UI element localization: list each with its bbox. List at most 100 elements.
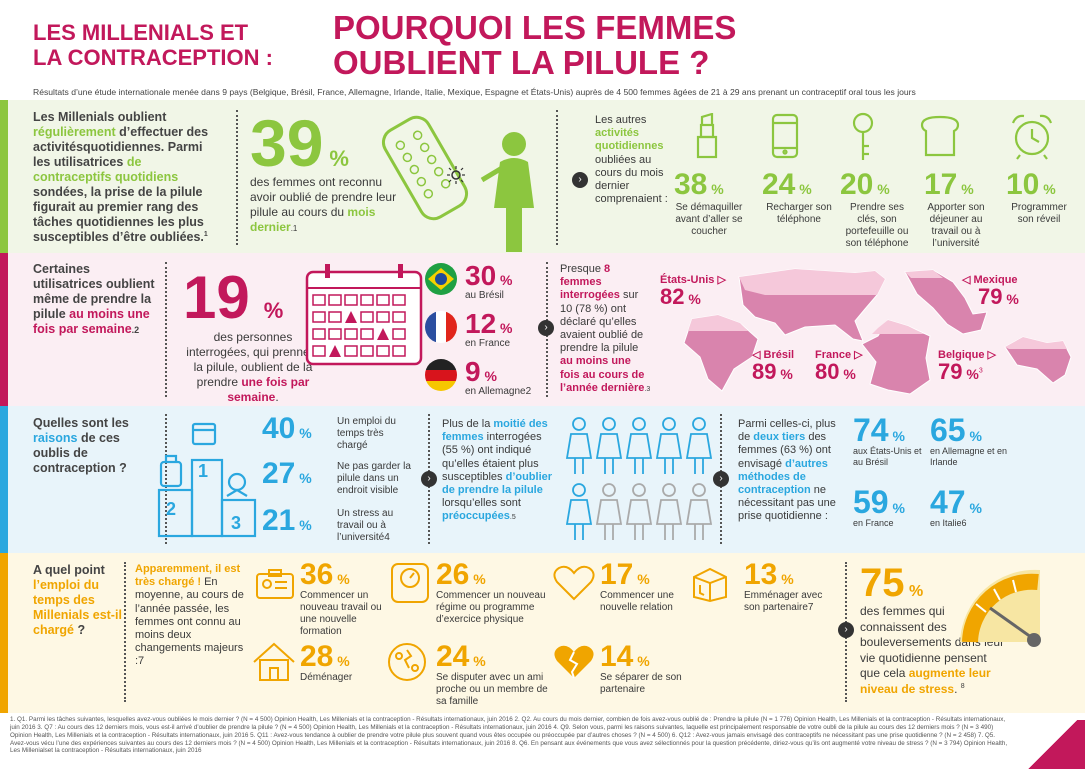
list-item: 36 % Commencer un nouveau travail ou une … bbox=[300, 558, 382, 638]
flag-germany-icon bbox=[425, 359, 457, 391]
footnotes: 1. Q1. Parmi les tâches suivantes, lesqu… bbox=[10, 716, 1008, 755]
section-3-accent bbox=[0, 406, 8, 553]
list-item: 74 % aux États-Unis et au Brésil bbox=[853, 412, 922, 467]
divider bbox=[165, 262, 167, 397]
mexico-map-icon bbox=[904, 269, 988, 335]
s2-mid-text: Presque 8 femmes interrogées sur 10 (78 … bbox=[560, 263, 651, 394]
heart-icon bbox=[553, 565, 595, 601]
divider bbox=[236, 110, 238, 245]
divider bbox=[165, 414, 167, 544]
women-group-icon bbox=[565, 417, 713, 540]
argument-icon bbox=[388, 643, 426, 681]
scale-icon bbox=[391, 563, 429, 603]
list-item: 24 % Se disputer avec un ami proche ou un… bbox=[436, 640, 548, 708]
arrow-right-icon: › bbox=[572, 172, 588, 188]
bread-icon bbox=[920, 115, 960, 157]
section-4-band bbox=[0, 553, 1085, 713]
main-title-line-2: OUBLIENT LA PILULE ? bbox=[333, 44, 710, 82]
list-item: 13 % Emménager avec son partenaire7 bbox=[744, 558, 823, 614]
map-label-belgium: Belgique ▷ 79 %3 bbox=[938, 349, 996, 384]
stress-gauge-icon bbox=[960, 569, 1041, 647]
list-item: 59 % en France bbox=[853, 484, 905, 528]
page-title: POURQUOI LES FEMMES OUBLIENT LA PILULE ? bbox=[333, 10, 1053, 81]
section-4-accent bbox=[0, 553, 8, 713]
s4-stat: 75 % bbox=[860, 561, 924, 605]
left-title-line-2: LA CONTRACEPTION : bbox=[33, 45, 273, 71]
house-icon bbox=[253, 642, 295, 681]
list-item: 40 % Un emploi du temps très chargé bbox=[262, 412, 396, 452]
s2-intro: Certaines utilisatrices oublient même de… bbox=[33, 262, 155, 336]
arrow-right-icon: › bbox=[421, 471, 437, 487]
map-label-france: France ▷ 80 % bbox=[815, 349, 863, 384]
phone-icon bbox=[771, 113, 799, 159]
section-1-accent bbox=[0, 100, 8, 253]
main-title-line-1: POURQUOI LES FEMMES bbox=[333, 9, 737, 46]
s2-stat: 19% bbox=[183, 264, 284, 331]
list-item: 28 % Déménager bbox=[300, 640, 353, 684]
broken-heart-icon bbox=[554, 645, 594, 679]
list-item: 9 % en Allemagne2 bbox=[465, 356, 532, 398]
corner-decoration bbox=[1020, 720, 1085, 769]
list-item: 17 % Apporter son déjeuner au travail ou … bbox=[924, 168, 985, 250]
divider bbox=[124, 562, 126, 702]
section-1-band bbox=[0, 100, 1085, 253]
woman-icon bbox=[480, 132, 534, 252]
list-item: 24 % Recharger son téléphone bbox=[762, 168, 832, 226]
s3-question: Quelles sont les raisons de ces oublis d… bbox=[33, 416, 129, 475]
list-item: 20 % Prendre ses clés, son portefeuille o… bbox=[840, 168, 909, 250]
map-label-brazil: ◁ Brésil 89 % bbox=[752, 349, 795, 384]
podium-1: 1 bbox=[198, 461, 209, 481]
list-item: 65 % en Allemagne et en Irlande bbox=[930, 412, 1008, 467]
arrow-right-icon: › bbox=[713, 471, 729, 487]
lipstick-icon bbox=[696, 113, 718, 159]
s1-other-text: Les autres activités quotidiennes oublié… bbox=[595, 114, 668, 206]
s3-reason-list: 40 % Un emploi du temps très chargé 27 % N… bbox=[262, 414, 422, 551]
usa-map-icon bbox=[738, 268, 886, 342]
list-item: 30 % au Brésil bbox=[465, 260, 513, 302]
s1-activity-list: 38 % Se démaquiller avant d’aller se couc… bbox=[674, 170, 1074, 250]
s3-right-text: Parmi celles-ci, plus de deux tiers des … bbox=[738, 418, 836, 523]
alarm-clock-icon bbox=[1011, 114, 1053, 160]
subtitle: Résultats d’une étude internationale men… bbox=[33, 87, 916, 97]
list-item: 38 % Se démaquiller avant d’aller se couc… bbox=[674, 168, 743, 238]
calendar-icon bbox=[305, 264, 423, 366]
flag-france-icon bbox=[425, 311, 457, 343]
s4-stat-text: des femmes qui connaissent des boulevers… bbox=[860, 604, 1005, 696]
divider bbox=[556, 110, 558, 245]
list-item: 21 % Un stress au travail ou à l’universi… bbox=[262, 504, 394, 544]
header-left-title: LES MILLENIALS ET LA CONTRACEPTION : bbox=[33, 20, 333, 71]
belgium-map-icon bbox=[1004, 336, 1072, 384]
podium-3: 3 bbox=[231, 513, 242, 533]
list-item: 17 % Commencer une nouvelle relation bbox=[600, 558, 674, 614]
arrow-right-icon: › bbox=[538, 320, 554, 336]
map-label-mexico: ◁ Mexique 79 % bbox=[962, 274, 1019, 309]
s2-country-list: 30 % au Brésil 12 % en France 9 % en Allema… bbox=[465, 262, 545, 406]
s1-stat: 39% bbox=[250, 106, 349, 180]
s3-stat-grid: 74 % aux États-Unis et au Brésil 65 % en A… bbox=[853, 414, 1073, 544]
pill-pack-icon bbox=[381, 115, 469, 221]
left-title-line-1: LES MILLENIALS ET bbox=[33, 20, 249, 45]
s2-stat-text: des personnes interrogées, qui prennent … bbox=[186, 330, 320, 404]
section-2-accent bbox=[0, 253, 8, 406]
france-map-icon bbox=[861, 319, 931, 395]
s1-stat-text: des femmes ont reconnu avoir oublié de p… bbox=[250, 175, 397, 234]
key-icon bbox=[852, 112, 874, 160]
list-item: 47 % en Italie6 bbox=[930, 484, 982, 528]
list-item: 27 % Ne pas garder la pilule dans un endr… bbox=[262, 457, 411, 497]
map-label-usa: États-Unis ▷ 82 % bbox=[660, 274, 726, 309]
s1-intro: Les Millenials oublient régulièrement d’… bbox=[33, 110, 209, 244]
moving-box-icon bbox=[693, 567, 727, 603]
list-item: 12 % en France bbox=[465, 308, 513, 350]
flag-brazil-icon bbox=[425, 263, 457, 295]
arrow-right-icon: › bbox=[838, 622, 854, 638]
list-item: 10 % Programmer son réveil bbox=[1006, 168, 1067, 226]
podium-icon bbox=[157, 422, 257, 538]
brazil-map-icon bbox=[683, 314, 759, 392]
id-card-icon bbox=[256, 569, 294, 599]
s4-question: A quel point l’emploi du temps des Mille… bbox=[33, 563, 122, 637]
podium-2: 2 bbox=[166, 499, 177, 519]
s4-changes-list: 36 % Commencer un nouveau travail ou une … bbox=[300, 558, 840, 708]
list-item: 14 % Se séparer de son partenaire bbox=[600, 640, 682, 696]
s3-mid-text: Plus de la moitié des femmes interrogées… bbox=[442, 418, 553, 523]
list-item: 26 % Commencer un nouveau régime ou progr… bbox=[436, 558, 546, 626]
